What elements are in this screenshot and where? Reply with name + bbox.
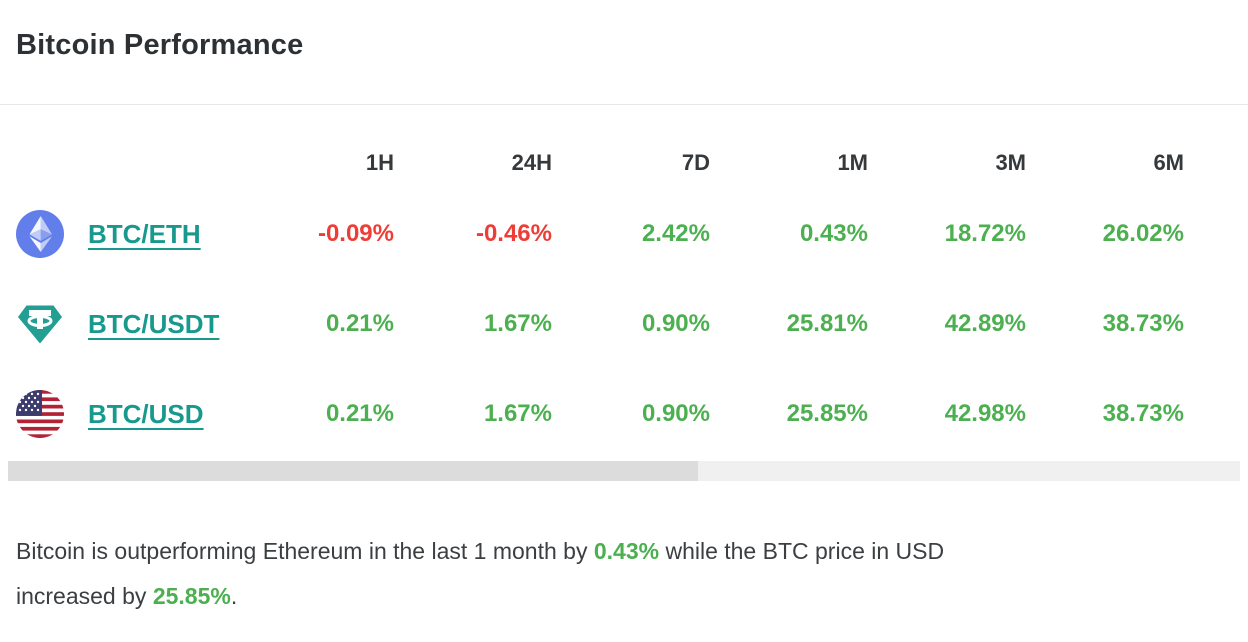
value-btc-usdt-3m: 42.89%	[944, 310, 1026, 337]
summary-highlight-value: 25.85%	[152, 583, 231, 609]
pair-link-btc-eth[interactable]: BTC/ETH	[88, 218, 201, 249]
column-header-24h: 24H	[511, 150, 552, 175]
value-btc-usd-24h: 1.67%	[483, 400, 552, 427]
value-btc-usd-3m: 42.98%	[944, 400, 1026, 427]
summary-text: Bitcoin is outperforming Ethereum in the…	[16, 529, 1216, 619]
summary-text-segment: increased by	[16, 583, 153, 609]
us-flag-icon	[16, 390, 64, 438]
value-btc-usdt-1m: 25.81%	[786, 310, 868, 337]
value-btc-usd-1m: 25.85%	[786, 400, 868, 427]
table-row-btc-usd: BTC/USD 0.21% 1.67% 0.90% 25.85% 42.98% 38.73%	[16, 369, 1184, 459]
ethereum-icon	[16, 210, 64, 258]
performance-table: 1H 24H 7D 1M 3M 6M BTC/ETH -0.09% -0.46% 2.42% 0.…	[16, 137, 1184, 459]
table-header: 1H 24H 7D 1M 3M 6M	[16, 137, 1184, 189]
value-btc-eth-7d: 2.42%	[641, 220, 710, 247]
tether-icon	[16, 300, 64, 348]
column-header-1h: 1H	[365, 150, 394, 175]
column-header-3m: 3M	[995, 150, 1026, 175]
summary-text-segment: .	[230, 583, 238, 609]
pair-link-btc-usdt[interactable]: BTC/USDT	[88, 308, 220, 339]
value-btc-eth-3m: 18.72%	[944, 220, 1026, 247]
value-btc-usd-7d: 0.90%	[641, 400, 710, 427]
pair-cell: BTC/USDT	[16, 279, 236, 369]
value-btc-usdt-1h: 0.21%	[325, 310, 394, 337]
value-btc-eth-1m: 0.43%	[799, 220, 868, 247]
pair-cell: BTC/USD	[16, 369, 236, 459]
value-btc-eth-6m: 26.02%	[1102, 220, 1184, 247]
pair-cell: BTC/ETH	[16, 189, 236, 279]
value-btc-usdt-24h: 1.67%	[483, 310, 552, 337]
divider	[0, 104, 1248, 105]
value-btc-eth-24h: -0.46%	[475, 220, 552, 247]
pair-link-btc-usd[interactable]: BTC/USD	[88, 398, 204, 429]
table-header-row: 1H 24H 7D 1M 3M 6M	[16, 137, 1184, 189]
value-btc-usd-1h: 0.21%	[325, 400, 394, 427]
column-header-1m: 1M	[837, 150, 868, 175]
pair-column-header	[16, 137, 236, 189]
column-header-6m: 6M	[1153, 150, 1184, 175]
widget-title: Bitcoin Performance	[16, 29, 304, 61]
value-btc-usdt-6m: 38.73%	[1102, 310, 1184, 337]
bitcoin-performance-widget: Bitcoin Performance 1H 24H 7D 1M 3M 6M BTC/ET…	[0, 29, 1248, 619]
performance-table-container: 1H 24H 7D 1M 3M 6M BTC/ETH -0.09% -0.46% 2.42% 0.…	[8, 137, 1240, 481]
table-row-btc-eth: BTC/ETH -0.09% -0.46% 2.42% 0.43% 18.72% 26.02…	[16, 189, 1184, 279]
summary-text-segment: while the BTC price in USD	[659, 538, 945, 564]
horizontal-scrollbar[interactable]	[8, 461, 1240, 481]
scrollbar-thumb[interactable]	[8, 461, 698, 481]
summary-highlight-value: 0.43%	[593, 538, 660, 564]
summary-text-segment: Bitcoin is outperforming Ethereum in the…	[16, 538, 594, 564]
column-header-7d: 7D	[681, 150, 710, 175]
value-btc-eth-1h: -0.09%	[317, 220, 394, 247]
table-row-btc-usdt: BTC/USDT 0.21% 1.67% 0.90% 25.81% 42.89% 38.73…	[16, 279, 1184, 369]
table-body: BTC/ETH -0.09% -0.46% 2.42% 0.43% 18.72% 26.02…	[16, 189, 1184, 459]
value-btc-usd-6m: 38.73%	[1102, 400, 1184, 427]
value-btc-usdt-7d: 0.90%	[641, 310, 710, 337]
